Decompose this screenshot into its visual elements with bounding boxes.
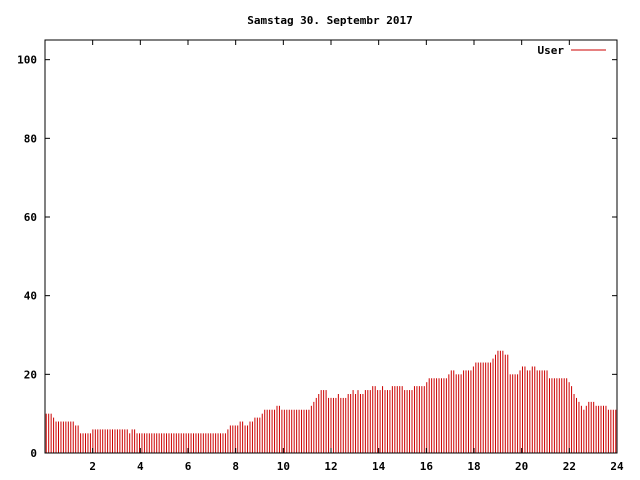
chart-title: Samstag 30. Septembr 2017 — [247, 14, 413, 27]
x-tick-label: 10 — [277, 460, 290, 473]
y-tick-label: 80 — [24, 132, 37, 145]
y-tick-label: 60 — [24, 211, 37, 224]
x-tick-label: 20 — [515, 460, 528, 473]
y-tick-label: 100 — [17, 54, 37, 67]
x-tick-label: 24 — [610, 460, 624, 473]
y-tick-label: 20 — [24, 368, 37, 381]
bar-series-user — [45, 350, 617, 453]
y-tick-label: 0 — [30, 447, 37, 460]
x-tick-label: 2 — [89, 460, 96, 473]
x-tick-label: 16 — [420, 460, 434, 473]
x-tick-label: 18 — [467, 460, 480, 473]
x-tick-label: 22 — [563, 460, 576, 473]
legend: User — [538, 44, 606, 57]
x-tick-label: 6 — [185, 460, 192, 473]
x-tick-label: 12 — [324, 460, 337, 473]
x-tick-label: 14 — [372, 460, 386, 473]
legend-label-user: User — [538, 44, 565, 57]
y-tick-label: 40 — [24, 290, 37, 303]
x-tick-label: 4 — [137, 460, 144, 473]
x-tick-label: 8 — [232, 460, 239, 473]
plot-border — [44, 39, 618, 454]
